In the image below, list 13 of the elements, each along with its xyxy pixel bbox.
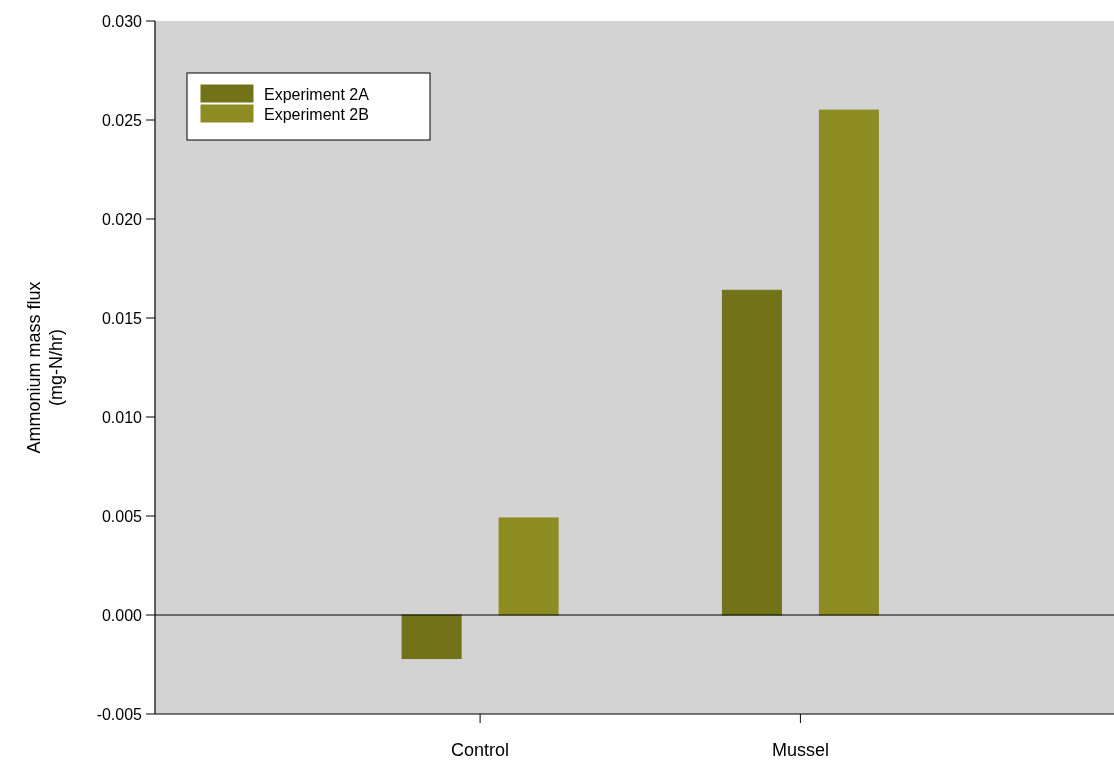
y-tick-label: 0.000 [101,606,143,624]
x-tick-label: Control [451,740,510,760]
y-tick-label: 0.015 [101,309,143,327]
legend-label: Experiment 2B [264,105,369,123]
y-tick-label: 0.020 [101,210,143,228]
legend-label: Experiment 2A [264,85,370,103]
y-axis-title: Ammonium mass flux (mg-N/hr) [24,281,66,454]
y-tick-label: 0.030 [101,12,143,30]
x-tick-label: Mussel [771,740,829,760]
y-tick-label: 0.025 [101,111,143,129]
y-tick-label: 0.010 [101,408,143,426]
y-tick-label: -0.005 [96,705,143,723]
y-tick-label: 0.005 [101,507,143,525]
